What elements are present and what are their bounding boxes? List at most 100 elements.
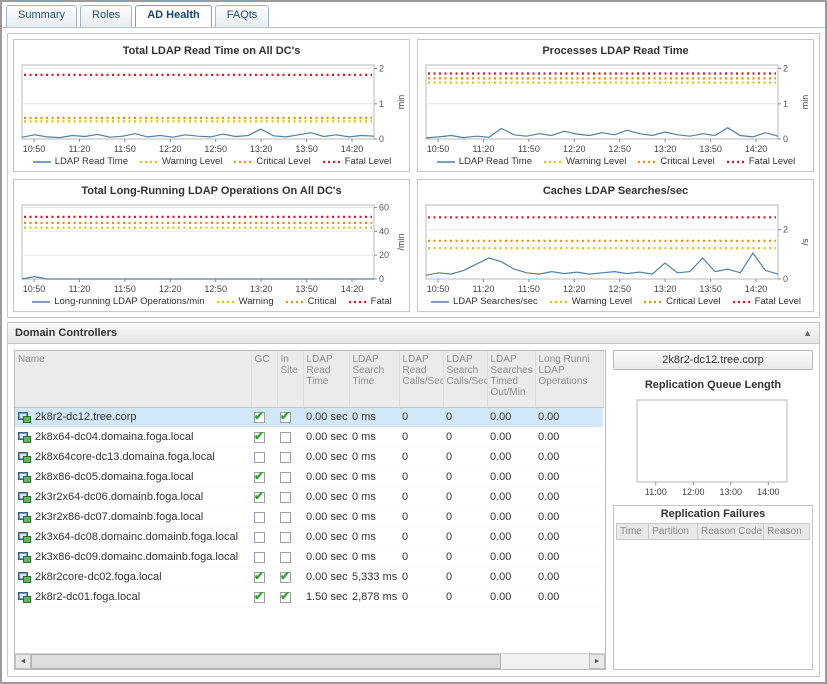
in-site-checkbox[interactable] <box>277 467 303 488</box>
in-site-checkbox[interactable] <box>277 487 303 508</box>
dc-name-cell[interactable]: 2k3x86-dc09.domainc.domainb.foga.local <box>15 547 251 568</box>
horizontal-scrollbar[interactable]: ◄ ► <box>15 653 605 669</box>
dc-name-cell[interactable]: 2k3x64-dc08.domainc.domainb.foga.local <box>15 527 251 548</box>
unchecked-checkbox-icon[interactable] <box>280 431 291 443</box>
unchecked-checkbox-icon[interactable] <box>280 491 291 503</box>
in-site-checkbox[interactable] <box>277 507 303 528</box>
table-row[interactable]: 2k8x64core-dc13.domaina.foga.local 0.00 s… <box>15 447 603 468</box>
dc-name-cell[interactable]: 2k3r2x64-dc06.domainb.foga.local <box>15 487 251 508</box>
column-header[interactable]: GC <box>251 351 278 408</box>
in-site-checkbox[interactable] <box>277 587 303 608</box>
gc-checkbox[interactable] <box>251 567 277 588</box>
long-running-cell: 0.00 <box>535 427 603 448</box>
gc-checkbox[interactable] <box>251 487 277 508</box>
in-site-checkbox[interactable] <box>277 567 303 588</box>
column-header[interactable]: LDAP Search Time <box>349 351 400 408</box>
unchecked-checkbox-icon[interactable] <box>280 551 291 563</box>
checked-checkbox-icon[interactable] <box>254 569 265 583</box>
column-header[interactable]: Name <box>15 351 252 408</box>
unchecked-checkbox-icon[interactable] <box>280 471 291 483</box>
scrollbar-thumb[interactable] <box>31 654 501 669</box>
dc-name-cell[interactable]: 2k8x86-dc05.domaina.foga.local <box>15 467 251 488</box>
legend-swatch-icon <box>139 160 158 163</box>
gc-checkbox[interactable] <box>251 547 277 568</box>
in-site-checkbox[interactable] <box>277 427 303 448</box>
column-header[interactable]: LDAP Searches Timed Out/Min <box>487 351 536 408</box>
svg-text:11:50: 11:50 <box>517 284 539 294</box>
column-header[interactable]: In Site <box>277 351 304 408</box>
tab-ad-health[interactable]: AD Health <box>135 5 212 27</box>
gc-checkbox[interactable] <box>251 467 277 488</box>
dc-name-cell[interactable]: 2k8r2core-dc02.foga.local <box>15 567 251 588</box>
dc-name-cell[interactable]: 2k8x64-dc04.domaina.foga.local <box>15 427 251 448</box>
unchecked-checkbox-icon[interactable] <box>254 451 265 463</box>
checked-checkbox-icon[interactable] <box>254 489 265 503</box>
collapse-icon[interactable]: ▲ <box>803 328 812 338</box>
search-time-cell: 0 ms <box>349 507 399 528</box>
dc-name-cell[interactable]: 2k3r2x86-dc07.domainb.foga.local <box>15 507 251 528</box>
table-row[interactable]: 2k8x64-dc04.domaina.foga.local 0.00 sec0 … <box>15 427 603 448</box>
unchecked-checkbox-icon[interactable] <box>254 551 265 563</box>
chart-panel-processes-ldap-read-time: Processes LDAP Read Time 0 1 2 10:50 11:20 11… <box>417 39 814 172</box>
table-row[interactable]: 2k8x86-dc05.domaina.foga.local 0.00 sec0 … <box>15 467 603 488</box>
dc-name-cell[interactable]: 2k8r2-dc01.foga.local <box>15 587 251 608</box>
column-header[interactable]: LDAP Search Calls/Sec <box>443 351 488 408</box>
in-site-checkbox[interactable] <box>277 527 303 548</box>
unchecked-checkbox-icon[interactable] <box>254 531 265 543</box>
dc-name-cell[interactable]: 2k8x64core-dc13.domaina.foga.local <box>15 447 251 468</box>
failures-column-header[interactable]: Partition <box>649 523 698 540</box>
checked-checkbox-icon[interactable] <box>280 409 291 423</box>
column-header[interactable]: Long Runni LDAP Operations <box>535 351 604 408</box>
in-site-checkbox[interactable] <box>277 547 303 568</box>
checked-checkbox-icon[interactable] <box>254 589 265 603</box>
checked-checkbox-icon[interactable] <box>254 469 265 483</box>
legend-swatch-icon <box>436 160 455 163</box>
failures-column-header[interactable]: Reason <box>764 523 810 540</box>
svg-text:11:20: 11:20 <box>472 284 494 294</box>
table-row[interactable]: 2k3r2x64-dc06.domainb.foga.local 0.00 sec… <box>15 487 603 508</box>
legend-label: Warning Level <box>161 156 223 167</box>
unchecked-checkbox-icon[interactable] <box>280 451 291 463</box>
dc-name-cell[interactable]: 2k8r2-dc12.tree.corp <box>15 407 251 428</box>
failures-column-header[interactable]: Time <box>616 523 650 540</box>
table-row[interactable]: 2k3x64-dc08.domainc.domainb.foga.local 0.… <box>15 527 603 548</box>
column-header[interactable]: LDAP Read Calls/Sec <box>399 351 444 408</box>
unchecked-checkbox-icon[interactable] <box>280 531 291 543</box>
in-site-checkbox[interactable] <box>277 407 303 428</box>
scrollbar-track[interactable] <box>501 654 589 669</box>
gc-checkbox[interactable] <box>251 427 277 448</box>
gc-checkbox[interactable] <box>251 447 277 468</box>
table-row[interactable]: 2k3x86-dc09.domainc.domainb.foga.local 0.… <box>15 547 603 568</box>
timed-out-cell: 0.00 <box>487 567 535 588</box>
dc-name-label: 2k8x86-dc05.domaina.foga.local <box>35 471 194 483</box>
gc-checkbox[interactable] <box>251 407 277 428</box>
checked-checkbox-icon[interactable] <box>254 409 265 423</box>
column-header[interactable]: LDAP Read Time <box>303 351 350 408</box>
domain-controllers-header[interactable]: Domain Controllers ▲ <box>8 323 819 344</box>
gc-checkbox[interactable] <box>251 587 277 608</box>
gc-checkbox[interactable] <box>251 507 277 528</box>
checked-checkbox-icon[interactable] <box>254 429 265 443</box>
gc-checkbox[interactable] <box>251 527 277 548</box>
table-row[interactable]: 2k3r2x86-dc07.domainb.foga.local 0.00 sec… <box>15 507 603 528</box>
unchecked-checkbox-icon[interactable] <box>280 511 291 523</box>
svg-text:10:50: 10:50 <box>22 144 45 154</box>
dc-name-label: 2k3x86-dc09.domainc.domainb.foga.local <box>35 551 239 563</box>
failures-column-header[interactable]: Reason Code <box>697 523 765 540</box>
server-icon <box>18 571 31 583</box>
checked-checkbox-icon[interactable] <box>280 569 291 583</box>
checked-checkbox-icon[interactable] <box>280 589 291 603</box>
scroll-left-button[interactable]: ◄ <box>15 654 31 669</box>
scroll-right-button[interactable]: ► <box>589 654 605 669</box>
tab-summary[interactable]: Summary <box>6 5 78 27</box>
chart-canvas: 0 1 2 10:50 11:20 11:50 12:20 12:50 13:20 13:50 14… <box>425 64 810 154</box>
search-calls-cell: 0 <box>443 467 487 488</box>
tab-roles[interactable]: Roles <box>80 5 133 27</box>
unchecked-checkbox-icon[interactable] <box>254 511 265 523</box>
tab-faqts[interactable]: FAQts <box>214 5 270 27</box>
in-site-checkbox[interactable] <box>277 447 303 468</box>
